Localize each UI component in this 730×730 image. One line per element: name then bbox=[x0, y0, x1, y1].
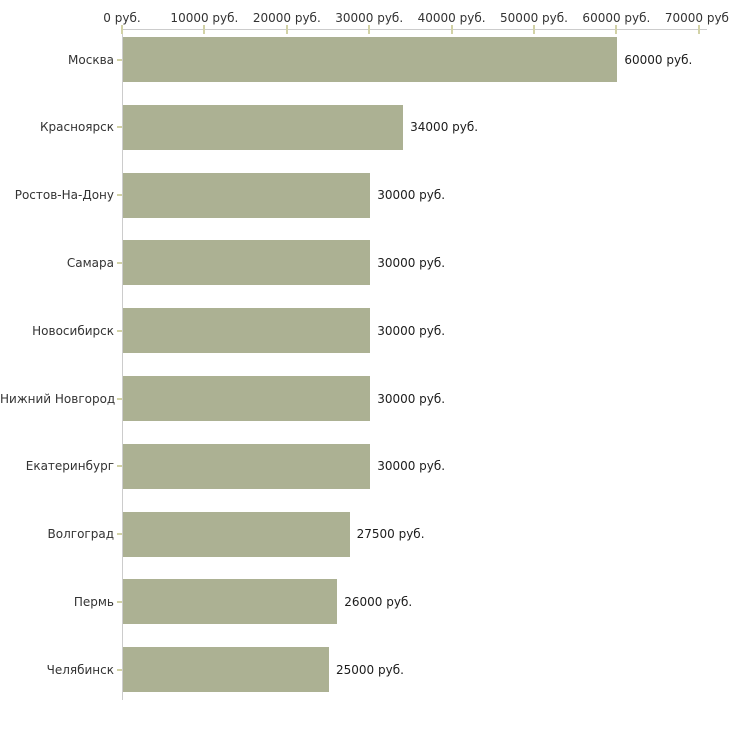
x-axis-tick bbox=[368, 25, 371, 34]
x-axis-tick bbox=[615, 25, 618, 34]
category-tick bbox=[117, 600, 122, 603]
category-label: Ростов-На-Дону bbox=[14, 188, 114, 203]
bar bbox=[123, 579, 338, 625]
x-axis-line bbox=[122, 29, 707, 30]
x-axis-tick-label: 60000 руб. bbox=[582, 11, 651, 25]
value-label: 30000 руб. bbox=[377, 188, 446, 203]
bar bbox=[123, 647, 329, 693]
category-label: Пермь bbox=[73, 594, 114, 609]
value-label: 26000 руб. bbox=[344, 594, 413, 609]
x-axis-tick bbox=[285, 25, 288, 34]
bar bbox=[123, 443, 371, 489]
value-label: 30000 руб. bbox=[377, 323, 446, 338]
x-axis-tick bbox=[450, 25, 453, 34]
x-axis-tick-label: 70000 руб. bbox=[664, 11, 730, 25]
value-label: 30000 руб. bbox=[377, 255, 446, 270]
value-label: 30000 руб. bbox=[377, 391, 446, 406]
x-axis-tick-label: 0 руб. bbox=[103, 11, 141, 25]
category-tick bbox=[117, 126, 122, 129]
category-label: Нижний Новгород bbox=[0, 391, 116, 406]
bar bbox=[123, 511, 350, 557]
y-axis-line bbox=[122, 29, 123, 700]
value-label: 25000 руб. bbox=[336, 662, 404, 677]
category-label: Екатеринбург bbox=[25, 459, 114, 474]
category-label: Красноярск bbox=[40, 120, 114, 135]
x-axis-tick-label: 50000 руб. bbox=[500, 11, 568, 25]
category-label: Новосибирск bbox=[32, 323, 114, 338]
bar bbox=[123, 240, 371, 286]
bar bbox=[123, 172, 371, 218]
value-label: 30000 руб. bbox=[377, 459, 446, 474]
x-axis-tick bbox=[533, 25, 535, 34]
x-axis-tick bbox=[121, 25, 123, 34]
category-tick bbox=[117, 261, 122, 264]
category-label: Москва bbox=[68, 52, 114, 67]
category-label: Волгоград bbox=[47, 527, 114, 542]
category-tick bbox=[117, 533, 122, 536]
value-label: 34000 руб. bbox=[410, 120, 479, 135]
category-tick bbox=[117, 668, 122, 671]
bar bbox=[123, 376, 371, 421]
value-label: 60000 руб. bbox=[624, 52, 693, 67]
category-tick bbox=[117, 329, 122, 332]
category-label: Челябинск bbox=[46, 662, 114, 677]
bar bbox=[123, 308, 371, 354]
x-axis-tick-label: 20000 руб. bbox=[252, 11, 321, 25]
category-tick bbox=[117, 397, 122, 400]
category-tick bbox=[117, 194, 122, 197]
value-label: 27500 руб. bbox=[356, 527, 425, 542]
category-label: Самара bbox=[66, 255, 114, 270]
x-axis-tick-label: 30000 руб. bbox=[335, 11, 404, 25]
category-tick bbox=[117, 465, 122, 468]
x-axis-tick bbox=[697, 25, 700, 34]
x-axis-tick bbox=[203, 25, 206, 34]
bar bbox=[123, 104, 404, 150]
bar bbox=[123, 37, 618, 82]
category-tick bbox=[117, 58, 122, 61]
x-axis-tick-label: 40000 руб. bbox=[417, 11, 486, 25]
x-axis-tick-label: 10000 руб. bbox=[170, 11, 239, 25]
